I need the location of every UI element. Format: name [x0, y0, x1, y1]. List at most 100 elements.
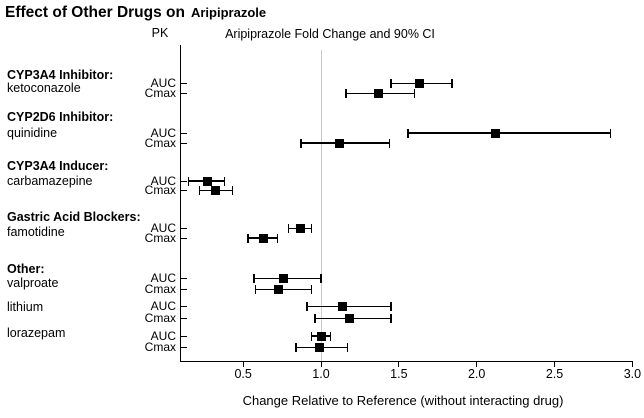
point-marker: [316, 331, 326, 341]
ci-cap-left: [300, 138, 302, 148]
ci-cap-left: [253, 274, 255, 283]
x-tick-label: 2.0: [467, 367, 486, 381]
pk-row-label: Cmax: [144, 86, 176, 100]
pk-row-label: Cmax: [144, 311, 176, 325]
x-axis-label: Change Relative to Reference (without in…: [242, 393, 564, 408]
category-label: Other:: [7, 262, 45, 276]
ci-cap-left: [306, 302, 308, 311]
pk-row-label: AUC: [150, 125, 176, 140]
point-marker: [344, 314, 354, 323]
ci-cap-right: [329, 331, 332, 341]
drug-label: lithium: [7, 300, 44, 314]
x-tick-label: 1.5: [390, 367, 408, 381]
chart-title-main: Effect of Other Drugs on: [5, 4, 185, 21]
y-axis-tick: [180, 190, 187, 191]
ci-cap-left: [390, 79, 392, 88]
ci-line: [408, 132, 611, 134]
x-tick-label: 0.5: [234, 367, 252, 381]
y-axis-tick: [180, 132, 187, 134]
pk-row-label: AUC: [150, 221, 176, 235]
y-axis-tick: [180, 237, 187, 239]
ci-cap-left: [198, 186, 201, 195]
point-marker: [202, 176, 212, 186]
point-marker: [274, 285, 284, 294]
point-marker: [296, 224, 306, 233]
point-marker: [258, 233, 268, 243]
x-axis-tick: [242, 361, 244, 367]
ci-cap-right: [231, 186, 233, 195]
ci-cap-right: [451, 79, 453, 88]
pk-row-label: AUC: [150, 328, 176, 343]
x-axis-tick: [398, 361, 400, 367]
ci-cap-right: [390, 302, 392, 311]
ci-cap-left: [187, 176, 190, 186]
y-axis-line: [179, 45, 181, 361]
ci-cap-right: [413, 89, 416, 98]
drug-label: valproate: [7, 276, 59, 290]
y-axis-tick: [180, 93, 187, 94]
point-marker: [490, 128, 500, 138]
ci-cap-left: [247, 233, 249, 243]
category-label: CYP2D6 Inhibitor:: [7, 110, 114, 124]
y-axis-tick: [180, 347, 187, 348]
ci-line: [300, 142, 390, 144]
ci-line: [306, 305, 392, 308]
ci-line: [255, 288, 312, 291]
ci-cap-right: [390, 314, 392, 323]
pk-row-label: Cmax: [144, 135, 176, 150]
pk-column-header: PK: [151, 26, 169, 40]
pk-row-label: Cmax: [144, 183, 176, 197]
ci-cap-right: [310, 285, 313, 294]
x-axis-tick: [554, 361, 556, 367]
x-axis-tick: [476, 361, 478, 367]
y-axis-tick: [180, 83, 187, 84]
pk-row-label: AUC: [150, 271, 176, 285]
category-label: CYP3A4 Inhibitor:: [7, 67, 114, 82]
category-label: CYP3A4 Inducer:: [7, 159, 109, 173]
y-axis-tick: [180, 335, 187, 337]
chart-title-drug: Aripiprazole: [190, 5, 267, 20]
ci-cap-left: [287, 224, 290, 233]
ci-cap-right: [388, 138, 391, 148]
point-marker: [374, 89, 384, 98]
ci-cap-left: [407, 128, 409, 138]
pk-row-label: AUC: [150, 76, 176, 90]
ci-cap-left: [345, 89, 347, 98]
y-axis-tick: [180, 318, 187, 319]
pk-row-label: AUC: [150, 299, 176, 313]
ci-cap-right: [320, 274, 322, 283]
ci-cap-left: [314, 314, 316, 323]
drug-label: carbamazepine: [7, 174, 93, 188]
ci-cap-left: [310, 331, 313, 341]
drug-label: quinidine: [7, 125, 58, 140]
x-axis-line: [179, 361, 633, 362]
point-marker: [414, 79, 424, 88]
point-marker: [210, 186, 220, 195]
ci-cap-right: [276, 233, 279, 243]
drug-label: lorazepam: [7, 326, 66, 340]
pk-row-label: Cmax: [144, 230, 176, 245]
y-axis-tick: [180, 289, 187, 290]
y-axis-tick: [180, 228, 187, 229]
y-axis-tick: [180, 278, 187, 279]
ci-cap-right: [310, 224, 313, 233]
x-axis-tick: [320, 361, 322, 367]
ci-cap-left: [254, 285, 257, 294]
drug-label: ketoconazole: [7, 81, 81, 95]
pk-row-label: Cmax: [144, 340, 176, 354]
reference-line: [320, 50, 322, 361]
ci-cap-left: [295, 343, 297, 352]
x-tick-label: 2.5: [545, 367, 564, 381]
point-marker: [335, 138, 345, 148]
point-marker: [338, 302, 348, 311]
category-label: Gastric Acid Blockers:: [7, 210, 141, 224]
drug-label: famotidine: [7, 225, 65, 239]
y-axis-tick: [180, 306, 187, 307]
chart-title: Effect of Other Drugs on Aripiprazole: [5, 4, 266, 22]
x-axis-tick: [631, 361, 633, 367]
y-axis-tick: [180, 142, 187, 144]
x-tick-label: 1.0: [312, 367, 330, 381]
ci-cap-right: [223, 176, 226, 186]
plot-title: Aripiprazole Fold Change and 90% CI: [225, 27, 435, 41]
ci-cap-right: [609, 128, 612, 138]
